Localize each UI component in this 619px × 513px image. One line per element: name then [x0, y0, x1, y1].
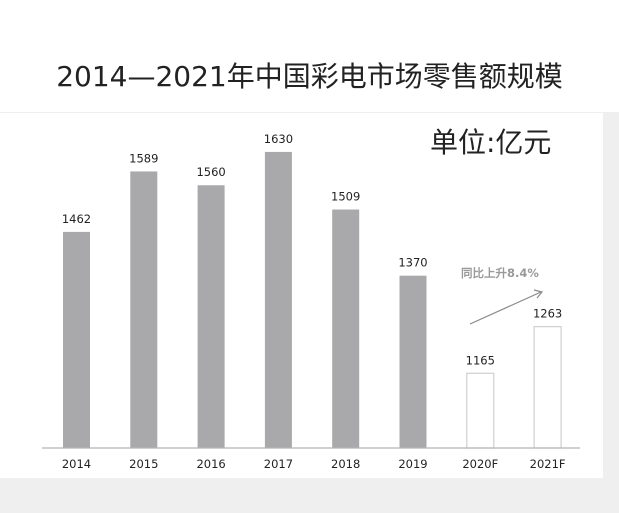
x-tick-label: 2018 [331, 457, 360, 471]
bar [130, 171, 158, 448]
annotation-text: 同比上升8.4% [461, 266, 539, 280]
x-tick-label: 2019 [398, 457, 427, 471]
data-label: 1165 [466, 353, 495, 367]
x-tick-label: 2014 [62, 457, 91, 471]
bar [197, 185, 225, 449]
data-label: 1560 [196, 165, 225, 179]
bar [533, 326, 562, 449]
x-tick-label: 2015 [129, 457, 158, 471]
x-tick-label: 2017 [264, 457, 293, 471]
trend-arrow [469, 291, 542, 325]
data-label: 1589 [129, 151, 158, 165]
bar [264, 151, 292, 449]
data-label: 1509 [331, 190, 360, 204]
bar [332, 209, 360, 448]
arrow-head-icon [533, 289, 544, 299]
x-tick-label: 2020F [462, 457, 498, 471]
chart-title: 2014—2021年中国彩电市场零售额规模 [56, 60, 563, 93]
unit-label: 单位:亿元 [430, 126, 552, 159]
bar [399, 275, 427, 448]
data-label: 1263 [533, 307, 562, 321]
data-label: 1370 [398, 256, 427, 270]
title-bar: 2014—2021年中国彩电市场零售额规模 [0, 0, 619, 112]
chart-panel [0, 113, 603, 478]
data-label: 1630 [264, 132, 293, 146]
data-label: 1462 [62, 212, 91, 226]
bar [466, 372, 495, 449]
x-tick-label: 2016 [196, 457, 225, 471]
x-tick-label: 2021F [530, 457, 566, 471]
bar [63, 231, 90, 448]
